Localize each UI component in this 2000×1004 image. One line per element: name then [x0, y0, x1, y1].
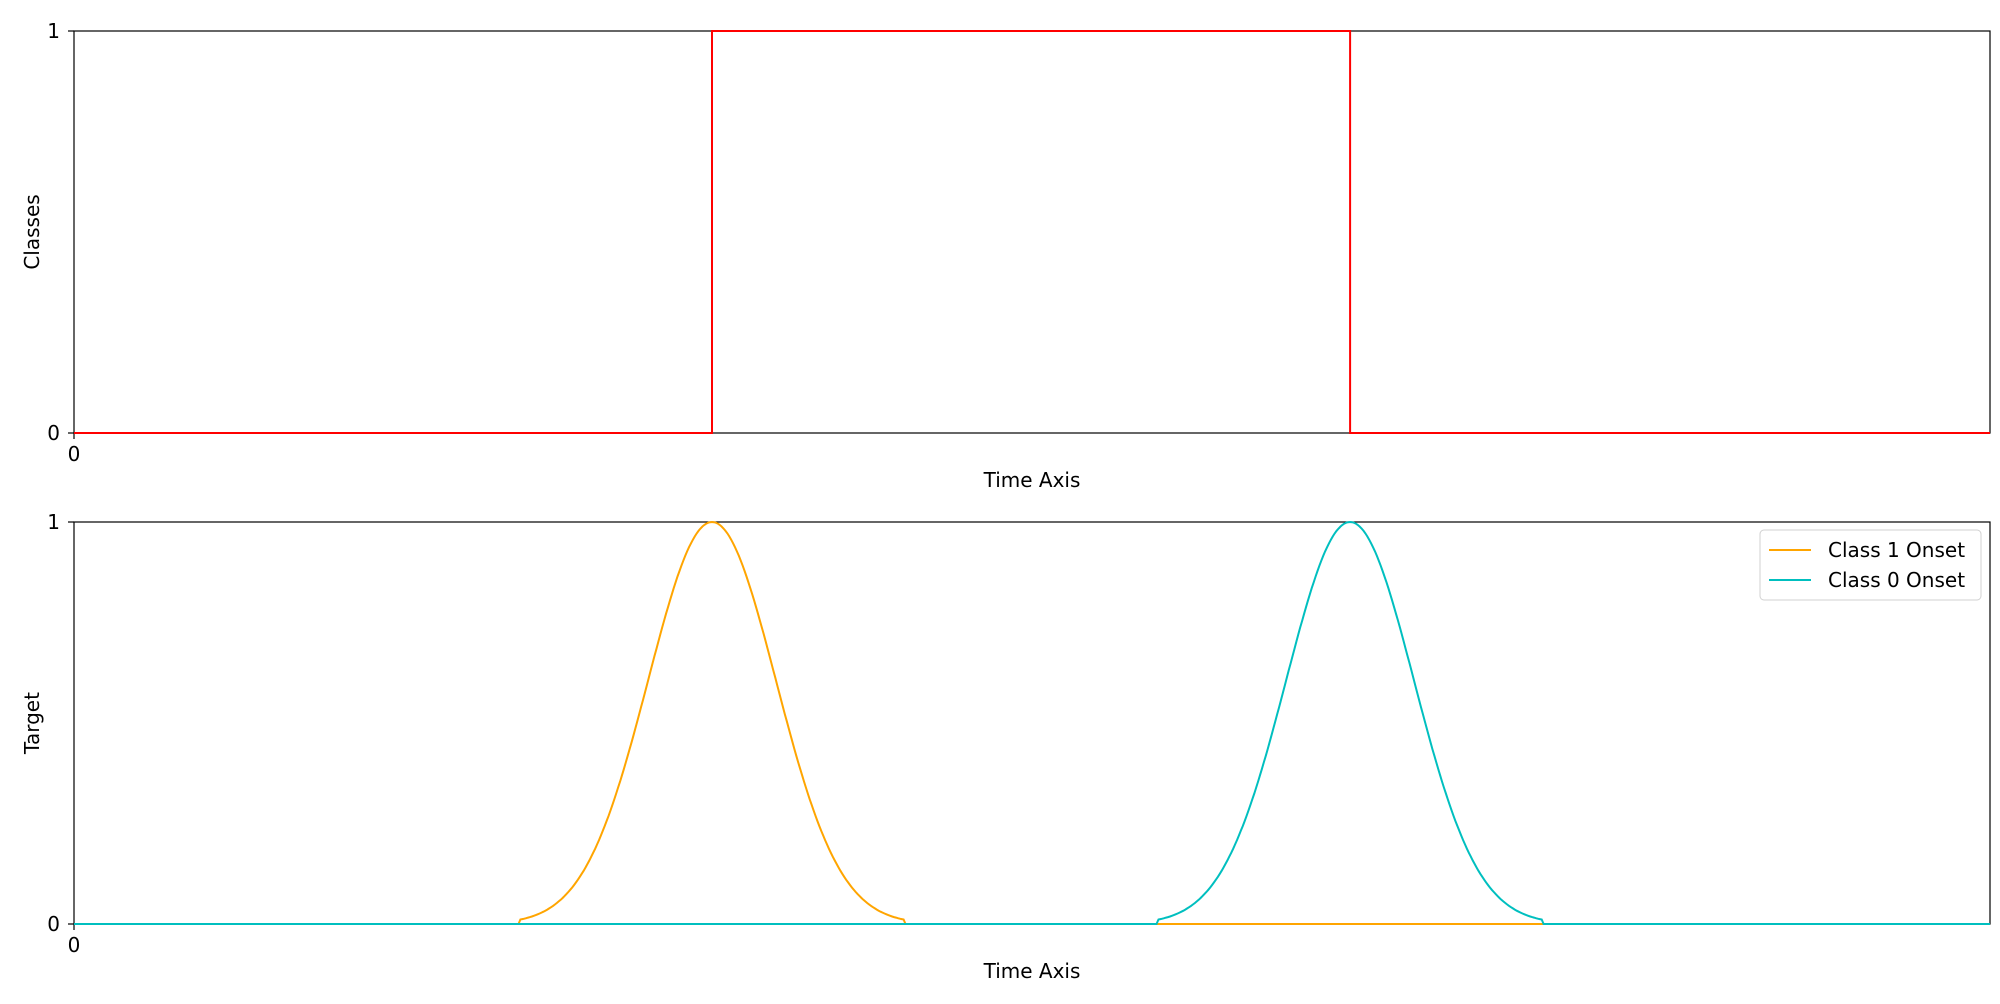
class-0-onset-line — [74, 520, 1990, 925]
legend-label-class-1: Class 1 Onset — [1828, 538, 1965, 562]
top-panel: 1 0 0 Time Axis Classes — [20, 19, 1991, 492]
top-yaxis-label: Classes — [20, 194, 44, 269]
bottom-ytick-label-0: 0 — [47, 912, 60, 936]
bottom-panel: 1 0 0 Time Axis Target Class 1 Onset Cla… — [20, 510, 1991, 983]
bottom-ytick-label-1: 1 — [47, 510, 60, 534]
top-xaxis-label: Time Axis — [983, 468, 1081, 492]
bottom-plot-frame — [73, 521, 1991, 925]
legend-box — [1759, 529, 1982, 601]
bottom-xaxis-label: Time Axis — [983, 959, 1081, 983]
class-1-onset-line — [74, 520, 1990, 925]
top-plot-frame — [73, 30, 1991, 434]
bottom-xtick-label-0: 0 — [68, 933, 81, 957]
legend: Class 1 Onset Class 0 Onset — [1759, 529, 1982, 601]
legend-label-class-0: Class 0 Onset — [1828, 568, 1965, 592]
top-series-line — [74, 30, 1990, 434]
top-ytick-label-0: 0 — [47, 421, 60, 445]
top-ytick-label-1: 1 — [47, 19, 60, 43]
bottom-yaxis-label: Target — [20, 692, 44, 755]
top-xtick-label-0: 0 — [68, 442, 81, 466]
